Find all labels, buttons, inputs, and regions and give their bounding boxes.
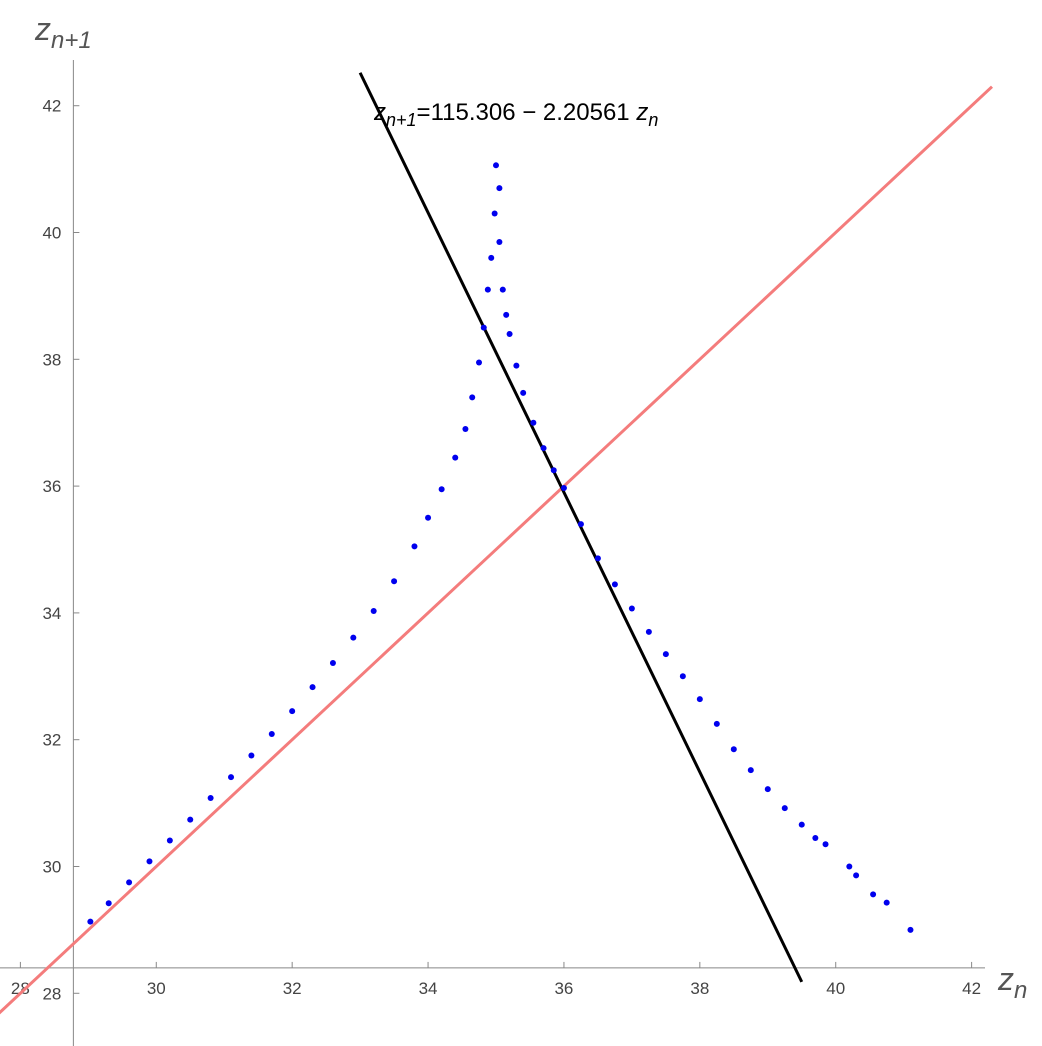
point	[370, 607, 377, 614]
annotation: zn+1=115.306 − 2.20561 zn	[373, 99, 658, 130]
x-tick-label: 40	[826, 979, 845, 998]
point	[146, 858, 153, 865]
point	[846, 863, 853, 870]
y-label-sub: n+1	[51, 27, 92, 54]
point	[289, 708, 296, 715]
y-axis-label: zn+1	[34, 11, 92, 54]
point	[187, 816, 194, 823]
x-tick-label: 32	[283, 979, 302, 998]
point	[781, 805, 788, 812]
point	[462, 426, 469, 433]
y-tick-label: 32	[42, 731, 61, 750]
point	[268, 730, 275, 737]
point	[496, 185, 503, 192]
point	[476, 359, 483, 366]
point	[628, 605, 635, 612]
point	[713, 720, 720, 727]
point	[506, 330, 513, 337]
x-label-sub: n	[1014, 977, 1027, 1004]
x-axis-label: zn	[997, 961, 1027, 1004]
point	[560, 485, 567, 492]
y-tick-label: 38	[42, 350, 61, 369]
annotation-part: z	[373, 99, 386, 126]
point	[425, 514, 432, 521]
y-tick-label: 36	[42, 477, 61, 496]
point	[870, 891, 877, 898]
point	[438, 486, 445, 493]
point	[513, 362, 520, 369]
x-tick-label: 30	[147, 979, 166, 998]
point	[469, 394, 476, 401]
point	[248, 752, 255, 759]
y-tick-label: 34	[42, 604, 61, 623]
point	[499, 286, 506, 293]
point	[530, 419, 537, 426]
point	[611, 581, 618, 588]
point	[329, 659, 336, 666]
y-tick-label: 30	[42, 857, 61, 876]
point	[853, 872, 860, 879]
point	[411, 543, 418, 550]
point	[747, 767, 754, 774]
annotation-part: n	[648, 110, 658, 130]
point	[822, 841, 829, 848]
point	[662, 651, 669, 658]
point	[645, 628, 652, 635]
point	[228, 774, 235, 781]
x-tick-label: 36	[554, 979, 573, 998]
point	[126, 879, 133, 886]
reference-line	[358, 72, 804, 983]
point	[484, 286, 491, 293]
y-label-base: z	[34, 11, 51, 47]
point	[907, 926, 914, 933]
point	[391, 578, 398, 585]
point	[798, 821, 805, 828]
point	[105, 900, 112, 907]
point	[480, 324, 487, 331]
x-tick-label: 28	[11, 979, 30, 998]
point	[540, 445, 547, 452]
x-tick-label: 34	[419, 979, 438, 998]
point	[764, 786, 771, 793]
point	[87, 918, 94, 925]
point	[166, 837, 173, 844]
annotation-part: z	[635, 99, 648, 126]
x-tick-label: 42	[962, 979, 981, 998]
point	[594, 555, 601, 562]
point	[503, 311, 510, 318]
point	[452, 454, 459, 461]
point	[520, 389, 527, 396]
point	[207, 795, 214, 802]
point	[350, 634, 357, 641]
point	[488, 254, 495, 261]
point	[577, 521, 584, 528]
point	[550, 467, 557, 474]
point	[696, 696, 703, 703]
y-tick-label: 40	[42, 224, 61, 243]
point	[496, 239, 503, 246]
annotation-part: =115.306 − 2.20561	[417, 99, 637, 126]
point	[812, 834, 819, 841]
point	[883, 899, 890, 906]
reference-line	[0, 85, 994, 1015]
point	[491, 210, 498, 217]
point	[493, 162, 499, 169]
point	[309, 684, 316, 691]
y-tick-label: 28	[42, 984, 61, 1003]
point	[730, 746, 737, 753]
annotation-part: n+1	[386, 110, 417, 130]
x-tick-label: 38	[690, 979, 709, 998]
y-tick-label: 42	[42, 97, 61, 116]
point	[679, 673, 686, 680]
x-label-base: z	[997, 961, 1014, 997]
